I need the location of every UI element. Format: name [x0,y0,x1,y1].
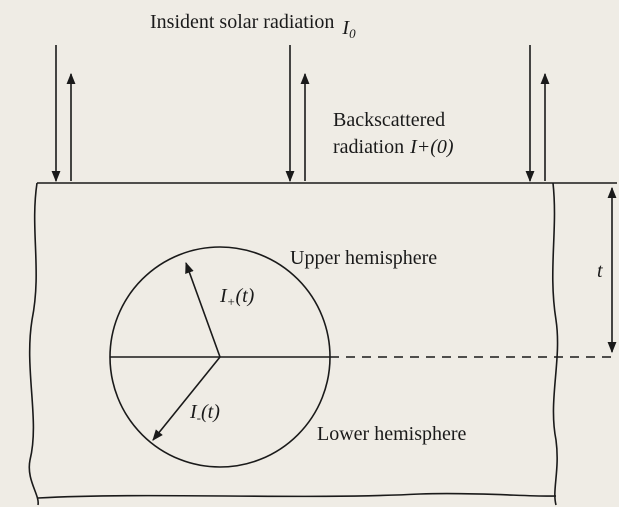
backscattered-line1: Backscattered [333,109,445,131]
downward-flux-arrow [152,356,221,441]
depth-label: t [597,260,603,282]
incident-symbol: I [341,17,350,39]
upper-symbol: I+(t) [219,285,255,309]
lower-sub: - [197,410,201,425]
bottom-edge [37,492,557,499]
lower-rest: (t) [201,401,220,423]
upper-rest: (t) [235,285,254,307]
arrows [51,45,550,183]
lower-symbol: I-(t) [189,401,220,425]
upper-i: I [219,285,228,307]
upward-flux-arrow [185,261,221,358]
right-edge [551,182,559,506]
backscattered-line2: radiation I+(0) [333,136,454,158]
incident-subscript: 0 [349,26,356,41]
lower-label: Lower hemisphere [317,423,467,445]
incident-label: Insident solar radiation I0 [150,11,356,41]
upper-label: Upper hemisphere [290,247,437,269]
upper-sub: + [227,294,236,309]
left-edge [28,182,39,506]
backscattered-text: radiation [333,136,404,158]
backscattered-symbol: I+(0) [409,136,454,158]
lower-i: I [189,401,198,423]
incident-text: Insident solar radiation [150,11,334,33]
